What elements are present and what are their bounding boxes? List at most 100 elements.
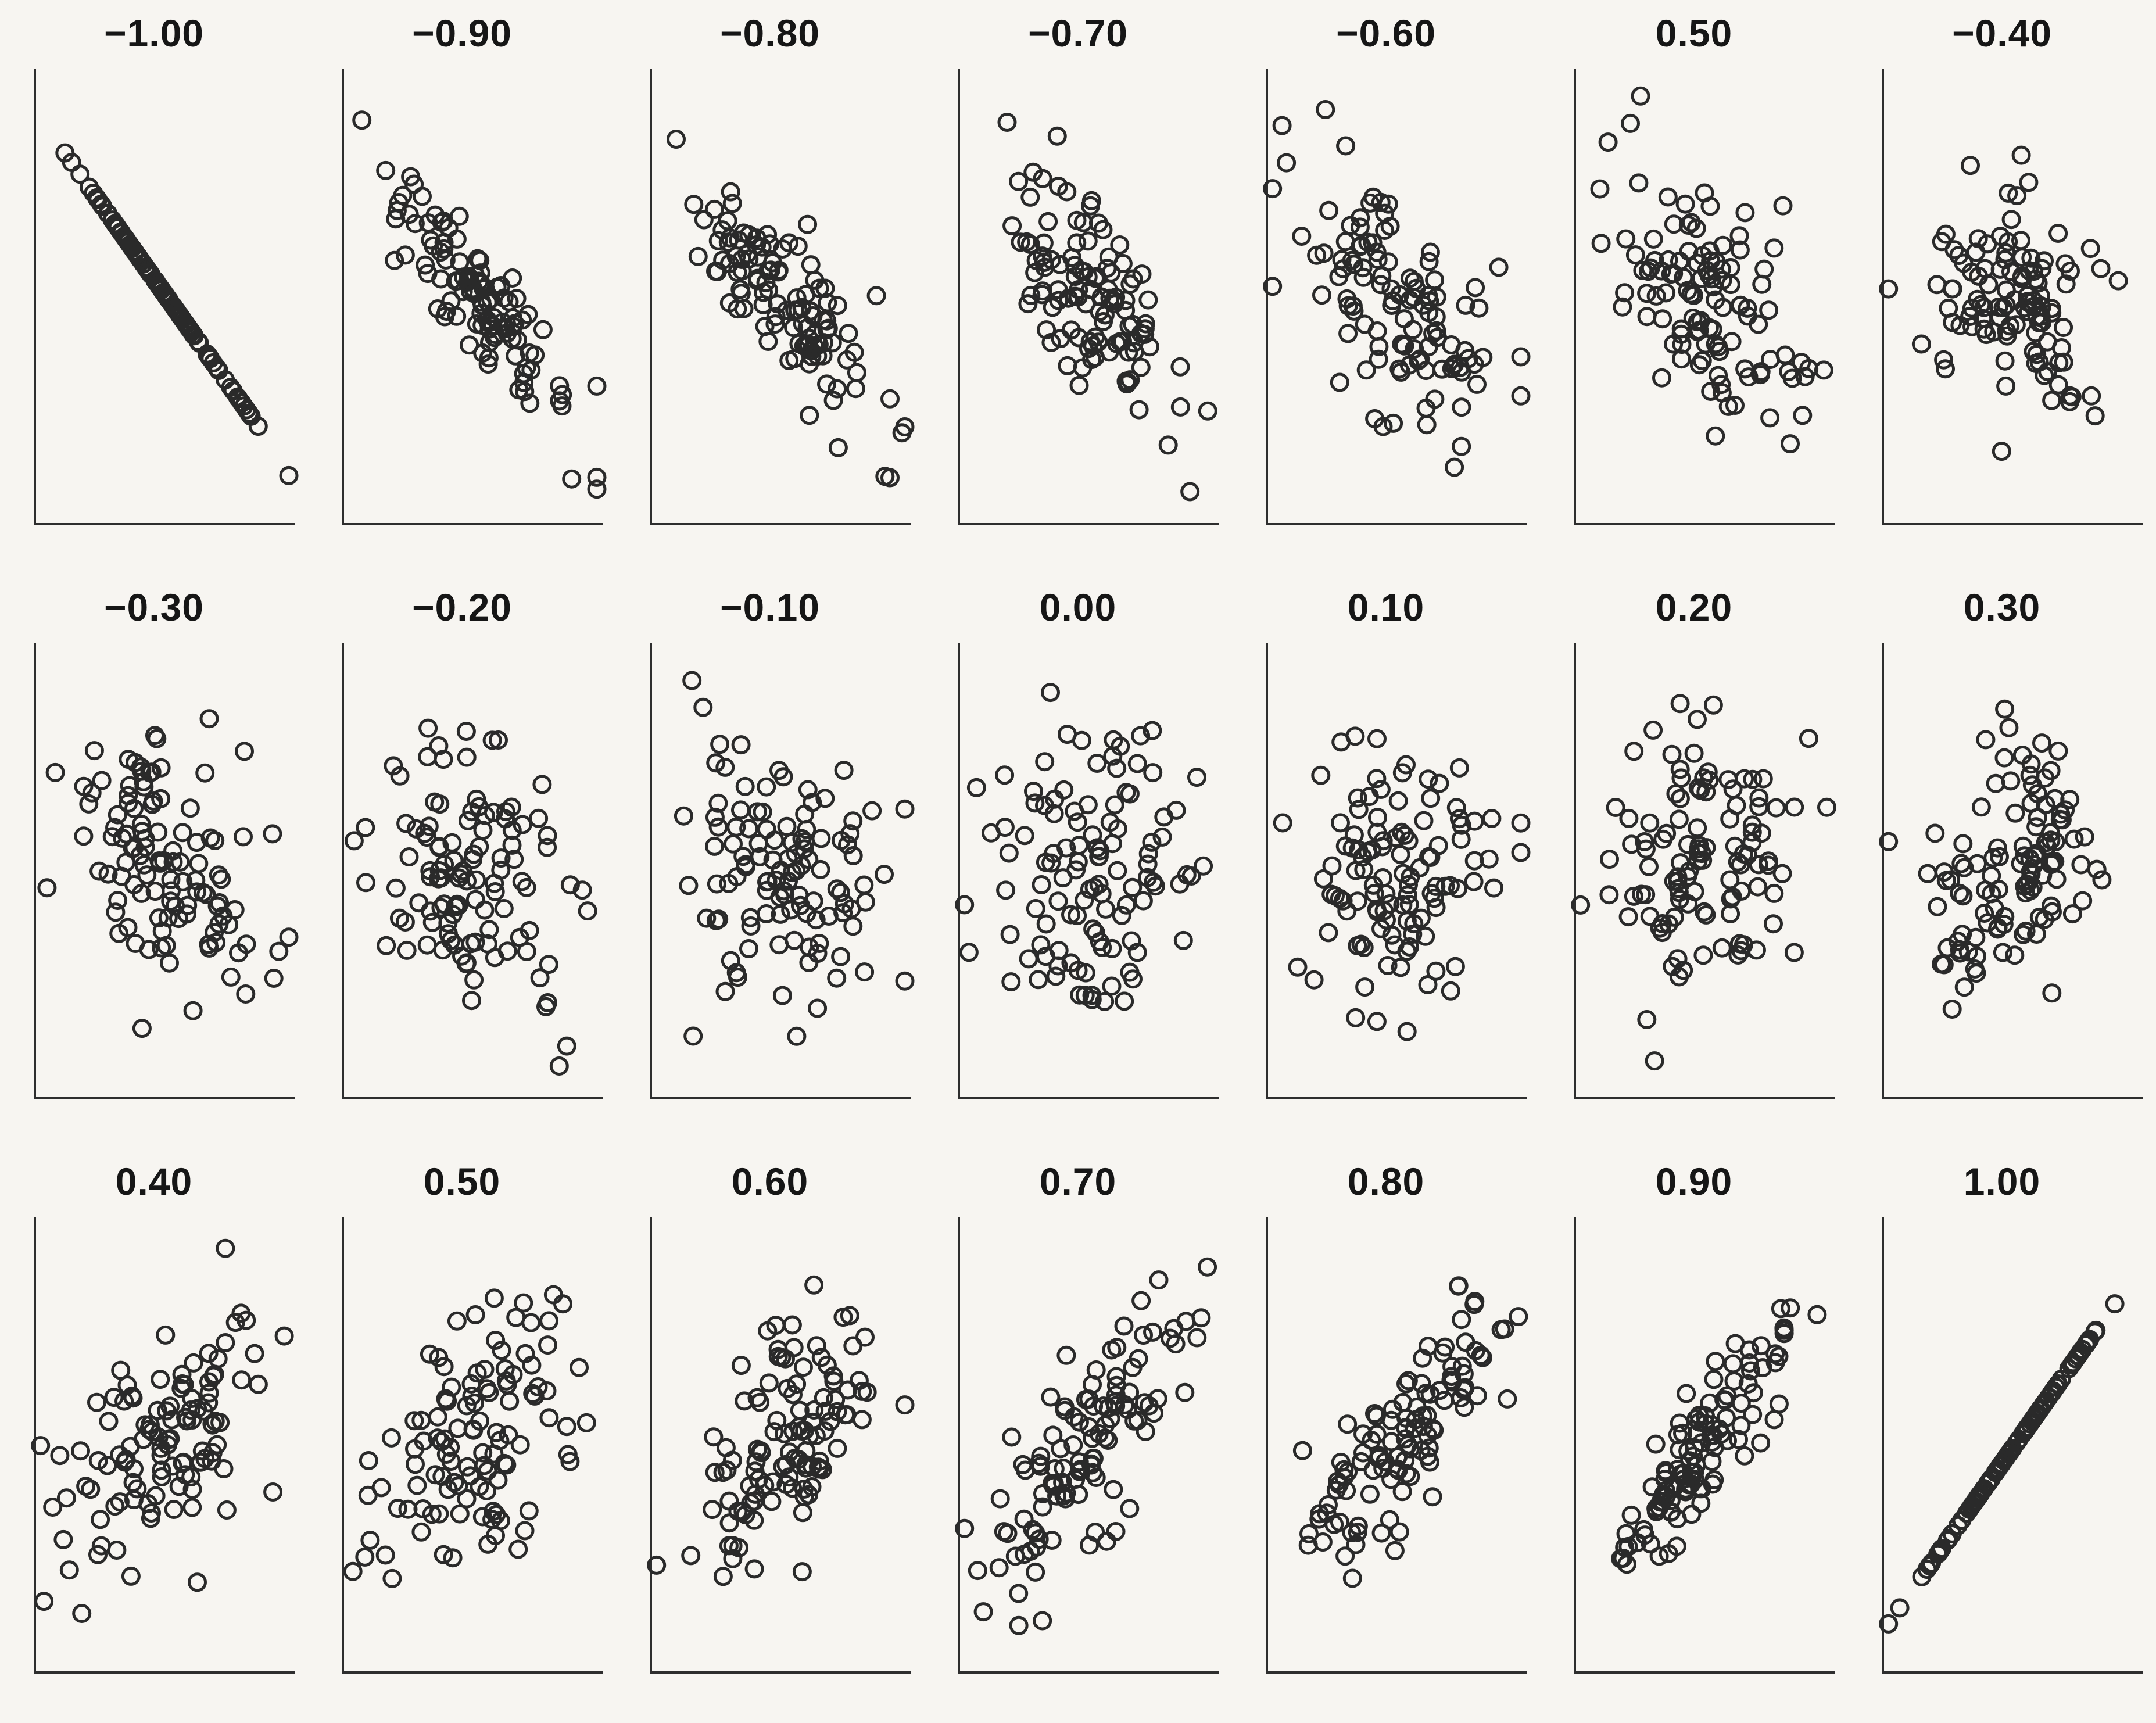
data-point — [803, 306, 823, 325]
scatter-panel: 0.20 — [1540, 574, 1848, 1148]
data-point — [2082, 386, 2101, 406]
data-point — [1120, 1382, 1140, 1402]
scatter-plot-canvas — [31, 1217, 295, 1674]
data-point — [161, 891, 181, 911]
data-point — [235, 742, 254, 761]
data-point — [45, 762, 65, 782]
data-point — [1131, 726, 1151, 746]
data-point — [477, 1481, 497, 1500]
data-point — [274, 1326, 294, 1346]
data-point — [1987, 838, 2007, 858]
data-point — [407, 1475, 427, 1495]
data-point — [1696, 838, 1716, 858]
data-point — [1033, 1484, 1052, 1503]
data-point — [1360, 1484, 1380, 1504]
data-point — [1456, 1332, 1475, 1352]
data-point — [31, 1436, 51, 1456]
data-point — [578, 901, 597, 921]
data-point — [1035, 752, 1055, 772]
data-point — [704, 1427, 724, 1447]
data-point — [1154, 807, 1174, 827]
data-point — [1023, 1520, 1043, 1539]
data-point — [55, 143, 75, 163]
data-point — [831, 947, 851, 966]
data-point — [2005, 803, 2025, 823]
data-point — [2080, 239, 2100, 259]
data-point — [479, 920, 499, 940]
scatter-plot-canvas — [1574, 69, 1835, 525]
data-point — [1351, 208, 1370, 228]
data-point — [854, 875, 874, 895]
data-point — [827, 968, 847, 988]
data-point — [539, 1408, 559, 1428]
correlation-label: 0.80 — [1347, 1160, 1425, 1203]
data-point — [1371, 1523, 1391, 1543]
data-point — [1063, 1435, 1083, 1455]
data-point — [385, 250, 404, 270]
data-point — [1288, 957, 1308, 977]
data-point — [2013, 836, 2033, 856]
data-point — [1198, 401, 1217, 421]
data-point — [777, 816, 797, 836]
data-point — [838, 1380, 858, 1400]
data-point — [833, 1308, 853, 1327]
data-point — [1590, 179, 1610, 199]
data-point — [895, 799, 915, 819]
data-point — [1044, 1474, 1064, 1493]
data-point — [1772, 864, 1792, 883]
data-point — [172, 1364, 192, 1384]
data-point — [441, 1452, 461, 1471]
data-point — [1367, 729, 1387, 748]
data-point — [2032, 733, 2051, 753]
data-point — [473, 1443, 493, 1463]
data-point — [843, 846, 863, 865]
data-point — [1127, 754, 1147, 773]
data-point — [404, 1411, 424, 1431]
data-point — [344, 831, 364, 851]
data-point — [1152, 827, 1172, 847]
data-point — [1742, 822, 1762, 842]
data-point — [1123, 969, 1143, 989]
data-point — [777, 300, 797, 320]
data-point — [1953, 834, 1973, 854]
data-point — [1338, 296, 1358, 316]
data-point — [718, 211, 737, 231]
data-point — [1396, 755, 1416, 775]
data-point — [758, 1321, 778, 1341]
data-point — [88, 1451, 108, 1470]
data-point — [994, 1522, 1013, 1542]
data-point — [999, 843, 1019, 863]
data-point — [1346, 861, 1366, 880]
data-point — [508, 1539, 528, 1559]
data-point — [800, 406, 819, 425]
data-point — [667, 130, 686, 149]
data-point — [2105, 1294, 2125, 1314]
data-point — [472, 1507, 492, 1527]
data-point — [821, 1412, 840, 1431]
data-point — [2032, 313, 2052, 332]
data-point — [434, 239, 454, 259]
data-point — [1349, 800, 1369, 819]
data-point — [132, 761, 152, 781]
data-point — [98, 1456, 117, 1475]
data-point — [1951, 854, 1971, 873]
data-point — [1272, 116, 1292, 135]
data-point — [183, 1001, 203, 1020]
data-point — [1367, 769, 1387, 789]
data-point — [1342, 1568, 1362, 1588]
data-point — [800, 354, 819, 374]
data-point — [152, 1460, 171, 1480]
data-point — [1700, 1393, 1720, 1413]
data-point — [1348, 936, 1367, 955]
data-point — [1367, 321, 1387, 341]
data-point — [892, 423, 912, 443]
data-point — [843, 1336, 863, 1356]
data-point — [444, 851, 464, 871]
data-point — [844, 342, 864, 362]
data-point — [419, 816, 439, 836]
data-point — [472, 316, 492, 335]
data-point — [116, 1450, 136, 1470]
data-point — [1793, 406, 1813, 425]
data-point — [739, 939, 758, 958]
